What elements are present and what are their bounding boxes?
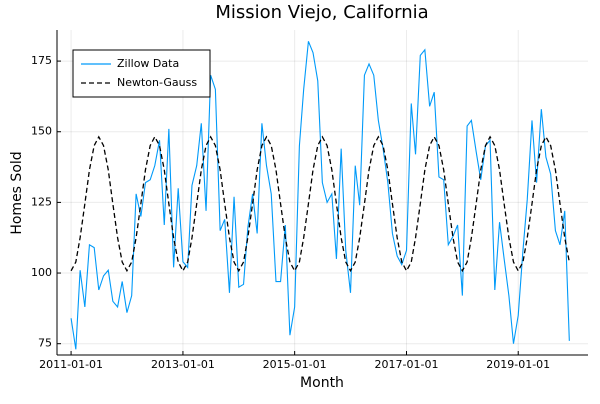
- y-tick-label: 125: [31, 195, 52, 208]
- legend-box: [72, 49, 211, 98]
- y-tick-label: 75: [38, 337, 52, 350]
- x-tick-label: 2019-01-01: [486, 358, 550, 371]
- y-tick-label: 150: [31, 125, 52, 138]
- chart-title: Mission Viejo, California: [215, 2, 428, 23]
- data-line: [70, 135, 570, 273]
- y-axis-label: Homes Sold: [9, 151, 25, 234]
- x-tick-label: 2015-01-01: [263, 358, 327, 371]
- y-tick-label: 100: [31, 266, 52, 279]
- y-tick-label: 175: [31, 54, 52, 67]
- x-tick-label: 2011-01-01: [39, 358, 103, 371]
- legend-label: Newton-Gauss: [117, 76, 197, 89]
- legend-label: Zillow Data: [117, 57, 179, 70]
- x-tick-label: 2013-01-01: [151, 358, 215, 371]
- x-tick-label: 2017-01-01: [375, 358, 439, 371]
- x-axis-label: Month: [300, 375, 344, 391]
